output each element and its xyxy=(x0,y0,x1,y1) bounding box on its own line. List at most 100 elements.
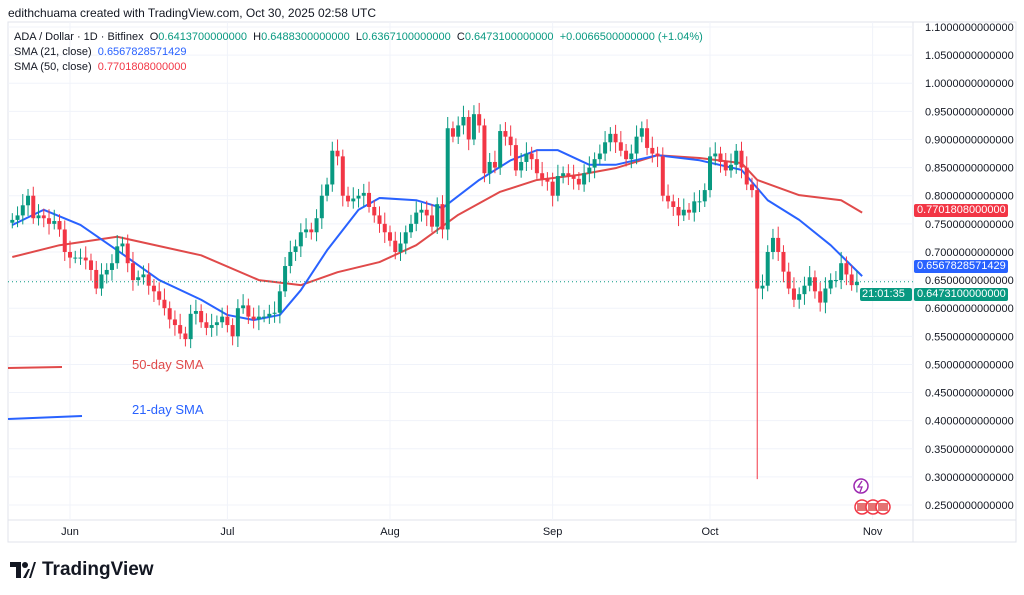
candle-body xyxy=(435,204,440,227)
candle-body xyxy=(760,285,765,289)
logo-text: TradingView xyxy=(42,559,154,580)
candle-body xyxy=(340,156,345,196)
candle-body xyxy=(608,133,613,143)
candle-body xyxy=(660,156,665,196)
candle-body xyxy=(78,257,83,259)
candle-body xyxy=(534,159,539,174)
candle-body xyxy=(241,305,246,309)
candle-body xyxy=(57,221,62,230)
low-value: 0.6367100000000 xyxy=(362,31,451,43)
candle-body xyxy=(377,215,382,224)
candle-body xyxy=(597,153,602,160)
candle-body xyxy=(823,288,828,303)
sma50-legend-row[interactable]: SMA (50, close) 0.7701808000000 xyxy=(14,60,703,75)
candle-body xyxy=(172,319,177,326)
candle-body xyxy=(115,246,120,264)
candle-body xyxy=(183,333,188,340)
candle-body xyxy=(20,205,25,216)
open-label: O xyxy=(149,31,159,43)
candle-body xyxy=(104,269,109,275)
candle-body xyxy=(178,325,183,334)
candle-body xyxy=(734,150,739,165)
candle-body xyxy=(214,322,219,326)
y-tick-label: 0.5500000000000 xyxy=(925,331,1014,343)
x-tick-label: Sep xyxy=(543,526,563,538)
sma21-legend-row[interactable]: SMA (21, close) 0.6567828571429 xyxy=(14,45,703,60)
candle-body xyxy=(755,190,760,289)
candle-body xyxy=(367,192,372,207)
candle-body xyxy=(812,277,817,292)
candle-body xyxy=(482,125,487,174)
candle-body xyxy=(157,291,162,300)
candle-body xyxy=(419,209,424,213)
candle-body xyxy=(209,325,214,328)
candle-body xyxy=(765,251,770,286)
tradingview-logo[interactable]: TradingView xyxy=(10,559,154,581)
candle-body xyxy=(555,176,560,196)
candle-body xyxy=(739,150,744,168)
candle-body xyxy=(576,178,581,185)
candle-body xyxy=(41,215,46,219)
candle-body xyxy=(645,128,650,148)
candle-body xyxy=(15,215,20,220)
candle-body xyxy=(83,257,88,261)
candle-body xyxy=(193,311,198,314)
candle-body xyxy=(346,195,351,202)
candle-body xyxy=(393,240,398,252)
candle-body xyxy=(487,161,492,174)
sma50-price-label: 0.7701808000000 xyxy=(914,204,1008,217)
close-label: C xyxy=(456,31,465,43)
candle-body xyxy=(791,288,796,300)
candle-body xyxy=(68,251,72,258)
candle-body xyxy=(571,176,576,179)
y-tick-label: 0.2500000000000 xyxy=(925,500,1014,512)
ohlc-row: ADA / Dollar · 1D · Bitfinex O0.64137000… xyxy=(14,30,703,45)
candle-body xyxy=(52,221,57,224)
candle-body xyxy=(839,263,844,281)
x-tick-label: Jun xyxy=(61,526,79,538)
candle-body xyxy=(681,209,686,216)
candle-body xyxy=(382,223,387,233)
candle-body xyxy=(73,257,78,259)
candle-body xyxy=(723,161,728,171)
y-tick-label: 1.1000000000000 xyxy=(925,22,1014,34)
candle-body xyxy=(781,251,786,272)
sma21-line xyxy=(11,149,863,322)
candle-body xyxy=(461,116,466,126)
candle-body xyxy=(566,173,571,177)
candle-body xyxy=(849,274,854,286)
chart-credit: edithchuama created with TradingView.com… xyxy=(8,6,376,20)
us-flag-icon xyxy=(857,503,867,511)
candle-body xyxy=(634,136,639,154)
candle-body xyxy=(277,291,282,313)
candle-body xyxy=(655,153,660,157)
y-tick-label: 0.4500000000000 xyxy=(925,388,1014,400)
candle-body xyxy=(508,136,513,146)
candle-body xyxy=(471,114,476,140)
candle-body xyxy=(818,291,823,303)
candle-body xyxy=(582,173,587,185)
candle-body xyxy=(445,128,450,230)
candle-body xyxy=(36,215,41,219)
candle-body xyxy=(356,195,361,199)
candle-body xyxy=(697,201,702,203)
candle-body xyxy=(708,156,713,191)
candle-body xyxy=(319,195,324,219)
symbol-label[interactable]: ADA / Dollar · 1D · Bitfinex xyxy=(14,31,144,43)
sma50-annotation: 50-day SMA xyxy=(132,357,204,372)
sma21-label: SMA (21, close) xyxy=(14,46,92,58)
candle-body xyxy=(403,232,408,244)
candle-body xyxy=(650,147,655,154)
candle-body xyxy=(141,274,146,278)
high-value: 0.6488300000000 xyxy=(261,31,350,43)
candle-body xyxy=(456,125,461,137)
candle-body xyxy=(666,195,671,202)
candle-body xyxy=(256,316,261,320)
candle-body xyxy=(618,142,623,151)
candle-body xyxy=(540,173,545,179)
y-tick-label: 0.8000000000000 xyxy=(925,191,1014,203)
candle-body xyxy=(503,131,508,137)
candle-body xyxy=(235,308,240,337)
candle-body xyxy=(293,246,298,252)
